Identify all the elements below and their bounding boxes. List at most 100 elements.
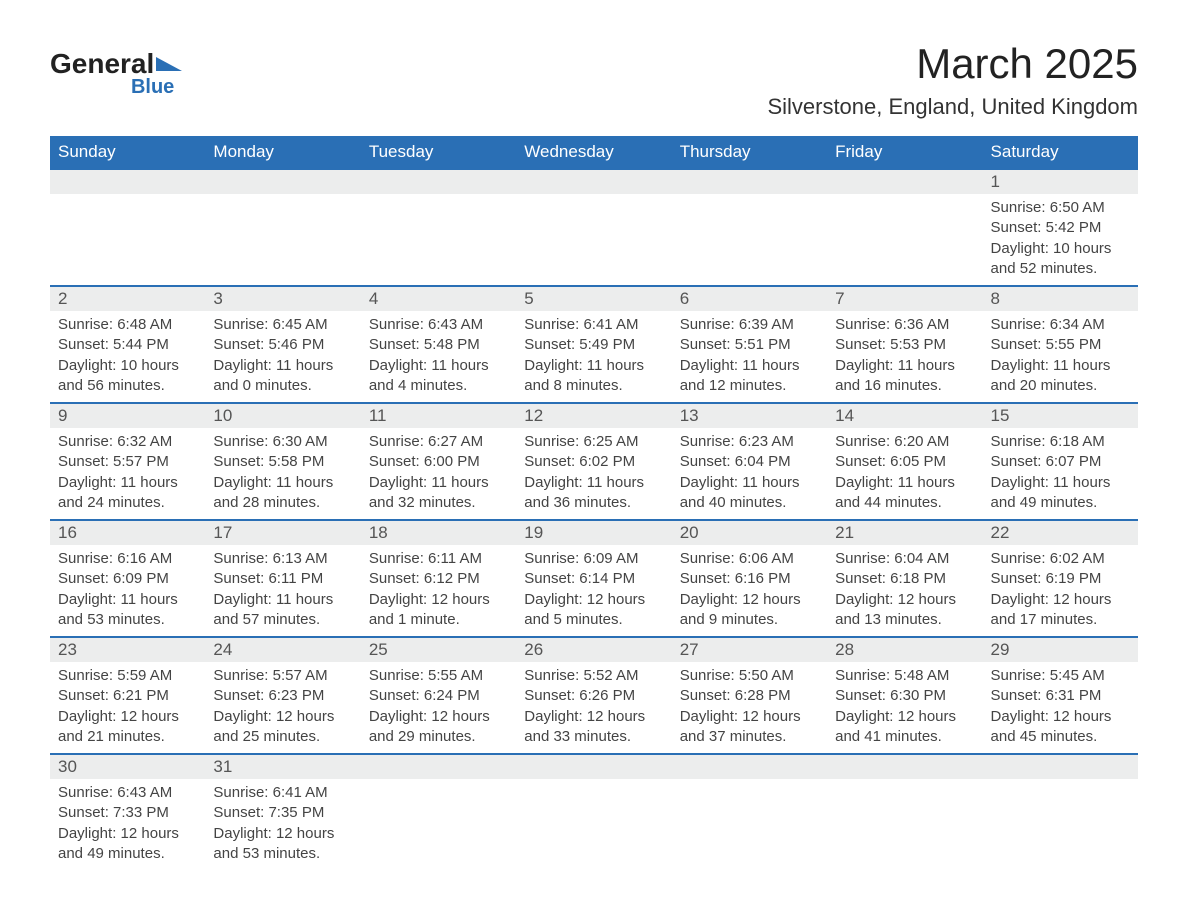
sunrise-line: Sunrise: 6:09 AM bbox=[524, 549, 663, 569]
day-body: Sunrise: 5:57 AMSunset: 6:23 PMDaylight:… bbox=[205, 662, 360, 753]
day-number: 10 bbox=[205, 404, 360, 428]
location-subtitle: Silverstone, England, United Kingdom bbox=[767, 94, 1138, 120]
calendar-week-row: 30Sunrise: 6:43 AMSunset: 7:33 PMDayligh… bbox=[50, 754, 1138, 870]
day-number: 13 bbox=[672, 404, 827, 428]
day-body: Sunrise: 6:48 AMSunset: 5:44 PMDaylight:… bbox=[50, 311, 205, 402]
calendar-cell: 8Sunrise: 6:34 AMSunset: 5:55 PMDaylight… bbox=[983, 286, 1138, 403]
day-body: Sunrise: 6:23 AMSunset: 6:04 PMDaylight:… bbox=[672, 428, 827, 519]
calendar-cell: 29Sunrise: 5:45 AMSunset: 6:31 PMDayligh… bbox=[983, 637, 1138, 754]
calendar-cell: 27Sunrise: 5:50 AMSunset: 6:28 PMDayligh… bbox=[672, 637, 827, 754]
calendar-cell: 14Sunrise: 6:20 AMSunset: 6:05 PMDayligh… bbox=[827, 403, 982, 520]
day-number: 28 bbox=[827, 638, 982, 662]
sunset-line: Sunset: 6:30 PM bbox=[835, 686, 974, 706]
sunset-line: Sunset: 6:16 PM bbox=[680, 569, 819, 589]
sunset-line: Sunset: 6:12 PM bbox=[369, 569, 508, 589]
day-number: 14 bbox=[827, 404, 982, 428]
sunset-line: Sunset: 5:44 PM bbox=[58, 335, 197, 355]
sunset-line: Sunset: 5:57 PM bbox=[58, 452, 197, 472]
day-body: Sunrise: 6:11 AMSunset: 6:12 PMDaylight:… bbox=[361, 545, 516, 636]
day-body bbox=[361, 779, 516, 789]
daylight-line: Daylight: 10 hours and 52 minutes. bbox=[991, 239, 1130, 280]
sunset-line: Sunset: 6:00 PM bbox=[369, 452, 508, 472]
day-header-thursday: Thursday bbox=[672, 136, 827, 169]
day-number: 19 bbox=[516, 521, 671, 545]
title-block: March 2025 Silverstone, England, United … bbox=[767, 40, 1138, 124]
day-number bbox=[983, 755, 1138, 779]
sunrise-line: Sunrise: 6:39 AM bbox=[680, 315, 819, 335]
day-number: 5 bbox=[516, 287, 671, 311]
sunset-line: Sunset: 5:48 PM bbox=[369, 335, 508, 355]
sunrise-line: Sunrise: 6:34 AM bbox=[991, 315, 1130, 335]
daylight-line: Daylight: 12 hours and 25 minutes. bbox=[213, 707, 352, 748]
sunrise-line: Sunrise: 6:41 AM bbox=[524, 315, 663, 335]
calendar-cell bbox=[827, 754, 982, 870]
calendar-cell: 24Sunrise: 5:57 AMSunset: 6:23 PMDayligh… bbox=[205, 637, 360, 754]
day-body: Sunrise: 6:32 AMSunset: 5:57 PMDaylight:… bbox=[50, 428, 205, 519]
daylight-line: Daylight: 12 hours and 49 minutes. bbox=[58, 824, 197, 865]
sunset-line: Sunset: 6:14 PM bbox=[524, 569, 663, 589]
daylight-line: Daylight: 12 hours and 9 minutes. bbox=[680, 590, 819, 631]
day-number: 6 bbox=[672, 287, 827, 311]
day-body: Sunrise: 5:48 AMSunset: 6:30 PMDaylight:… bbox=[827, 662, 982, 753]
daylight-line: Daylight: 12 hours and 37 minutes. bbox=[680, 707, 819, 748]
day-number bbox=[672, 755, 827, 779]
sunset-line: Sunset: 6:07 PM bbox=[991, 452, 1130, 472]
calendar-week-row: 9Sunrise: 6:32 AMSunset: 5:57 PMDaylight… bbox=[50, 403, 1138, 520]
calendar-header-row: Sunday Monday Tuesday Wednesday Thursday… bbox=[50, 136, 1138, 169]
logo-main: General bbox=[50, 48, 154, 79]
calendar-cell: 5Sunrise: 6:41 AMSunset: 5:49 PMDaylight… bbox=[516, 286, 671, 403]
calendar-cell: 3Sunrise: 6:45 AMSunset: 5:46 PMDaylight… bbox=[205, 286, 360, 403]
sunrise-line: Sunrise: 6:02 AM bbox=[991, 549, 1130, 569]
sunrise-line: Sunrise: 5:45 AM bbox=[991, 666, 1130, 686]
daylight-line: Daylight: 10 hours and 56 minutes. bbox=[58, 356, 197, 397]
calendar-week-row: 23Sunrise: 5:59 AMSunset: 6:21 PMDayligh… bbox=[50, 637, 1138, 754]
sunrise-line: Sunrise: 6:27 AM bbox=[369, 432, 508, 452]
day-body: Sunrise: 6:41 AMSunset: 7:35 PMDaylight:… bbox=[205, 779, 360, 870]
page-header: General Blue March 2025 Silverstone, Eng… bbox=[50, 40, 1138, 124]
calendar-cell: 22Sunrise: 6:02 AMSunset: 6:19 PMDayligh… bbox=[983, 520, 1138, 637]
day-number: 24 bbox=[205, 638, 360, 662]
sunrise-line: Sunrise: 6:16 AM bbox=[58, 549, 197, 569]
calendar-cell: 4Sunrise: 6:43 AMSunset: 5:48 PMDaylight… bbox=[361, 286, 516, 403]
sunrise-line: Sunrise: 6:43 AM bbox=[58, 783, 197, 803]
logo-sub: Blue bbox=[50, 76, 182, 99]
sunset-line: Sunset: 7:33 PM bbox=[58, 803, 197, 823]
day-header-friday: Friday bbox=[827, 136, 982, 169]
sunset-line: Sunset: 6:31 PM bbox=[991, 686, 1130, 706]
daylight-line: Daylight: 12 hours and 53 minutes. bbox=[213, 824, 352, 865]
sunrise-line: Sunrise: 6:48 AM bbox=[58, 315, 197, 335]
calendar-cell bbox=[827, 169, 982, 286]
sunrise-line: Sunrise: 6:25 AM bbox=[524, 432, 663, 452]
sunrise-line: Sunrise: 5:59 AM bbox=[58, 666, 197, 686]
sunrise-line: Sunrise: 6:18 AM bbox=[991, 432, 1130, 452]
calendar-cell bbox=[50, 169, 205, 286]
day-header-wednesday: Wednesday bbox=[516, 136, 671, 169]
calendar-cell: 28Sunrise: 5:48 AMSunset: 6:30 PMDayligh… bbox=[827, 637, 982, 754]
calendar-cell: 19Sunrise: 6:09 AMSunset: 6:14 PMDayligh… bbox=[516, 520, 671, 637]
day-number: 7 bbox=[827, 287, 982, 311]
day-number: 1 bbox=[983, 170, 1138, 194]
calendar-cell bbox=[516, 169, 671, 286]
day-header-tuesday: Tuesday bbox=[361, 136, 516, 169]
day-number: 15 bbox=[983, 404, 1138, 428]
sunrise-line: Sunrise: 6:41 AM bbox=[213, 783, 352, 803]
day-body: Sunrise: 6:34 AMSunset: 5:55 PMDaylight:… bbox=[983, 311, 1138, 402]
day-body bbox=[205, 194, 360, 274]
sunrise-line: Sunrise: 6:36 AM bbox=[835, 315, 974, 335]
daylight-line: Daylight: 11 hours and 49 minutes. bbox=[991, 473, 1130, 514]
daylight-line: Daylight: 11 hours and 28 minutes. bbox=[213, 473, 352, 514]
day-number bbox=[205, 170, 360, 194]
sunset-line: Sunset: 6:11 PM bbox=[213, 569, 352, 589]
day-body: Sunrise: 6:25 AMSunset: 6:02 PMDaylight:… bbox=[516, 428, 671, 519]
sunrise-line: Sunrise: 6:32 AM bbox=[58, 432, 197, 452]
daylight-line: Daylight: 12 hours and 17 minutes. bbox=[991, 590, 1130, 631]
calendar-cell bbox=[516, 754, 671, 870]
day-number: 31 bbox=[205, 755, 360, 779]
calendar-cell: 9Sunrise: 6:32 AMSunset: 5:57 PMDaylight… bbox=[50, 403, 205, 520]
calendar-cell: 21Sunrise: 6:04 AMSunset: 6:18 PMDayligh… bbox=[827, 520, 982, 637]
day-number: 9 bbox=[50, 404, 205, 428]
day-body: Sunrise: 5:50 AMSunset: 6:28 PMDaylight:… bbox=[672, 662, 827, 753]
daylight-line: Daylight: 11 hours and 4 minutes. bbox=[369, 356, 508, 397]
daylight-line: Daylight: 12 hours and 21 minutes. bbox=[58, 707, 197, 748]
day-number: 26 bbox=[516, 638, 671, 662]
